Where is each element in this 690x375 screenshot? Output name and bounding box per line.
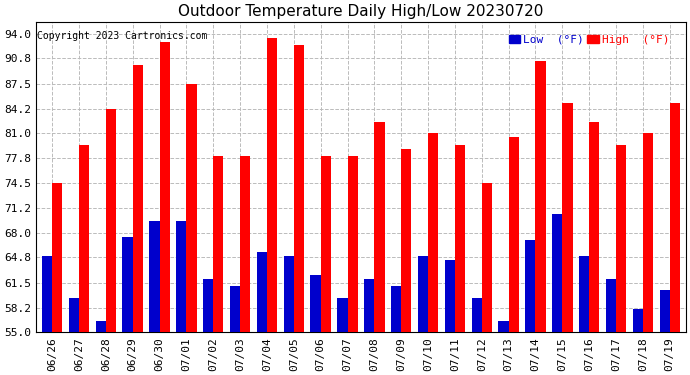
Bar	[79, 145, 89, 332]
Bar	[643, 134, 653, 332]
Bar	[498, 321, 509, 332]
Bar	[106, 109, 116, 332]
Bar	[337, 298, 348, 332]
Bar	[186, 84, 197, 332]
Bar	[213, 156, 224, 332]
Bar	[149, 221, 159, 332]
Bar	[606, 279, 616, 332]
Bar	[284, 256, 294, 332]
Bar	[391, 286, 401, 332]
Bar	[240, 156, 250, 332]
Bar	[42, 256, 52, 332]
Bar	[52, 183, 62, 332]
Bar	[321, 156, 331, 332]
Bar	[509, 137, 519, 332]
Bar	[633, 309, 643, 332]
Bar	[96, 321, 106, 332]
Text: Copyright 2023 Cartronics.com: Copyright 2023 Cartronics.com	[37, 31, 208, 41]
Bar	[589, 122, 600, 332]
Bar	[579, 256, 589, 332]
Bar	[660, 290, 670, 332]
Bar	[455, 145, 465, 332]
Bar	[552, 214, 562, 332]
Bar	[257, 252, 267, 332]
Bar	[525, 240, 535, 332]
Bar	[348, 156, 357, 332]
Bar	[535, 61, 546, 332]
Bar	[375, 122, 384, 332]
Bar	[418, 256, 428, 332]
Bar	[203, 279, 213, 332]
Bar	[616, 145, 627, 332]
Bar	[230, 286, 240, 332]
Bar	[401, 148, 411, 332]
Bar	[364, 279, 375, 332]
Bar	[123, 237, 132, 332]
Bar	[445, 260, 455, 332]
Bar	[310, 275, 321, 332]
Bar	[294, 45, 304, 332]
Bar	[159, 42, 170, 332]
Bar	[482, 183, 492, 332]
Bar	[176, 221, 186, 332]
Bar	[428, 134, 438, 332]
Bar	[69, 298, 79, 332]
Title: Outdoor Temperature Daily High/Low 20230720: Outdoor Temperature Daily High/Low 20230…	[178, 4, 544, 19]
Bar	[471, 298, 482, 332]
Legend: Low  (°F), High  (°F): Low (°F), High (°F)	[504, 30, 673, 49]
Bar	[267, 38, 277, 332]
Bar	[562, 103, 573, 332]
Bar	[132, 64, 143, 332]
Bar	[670, 103, 680, 332]
